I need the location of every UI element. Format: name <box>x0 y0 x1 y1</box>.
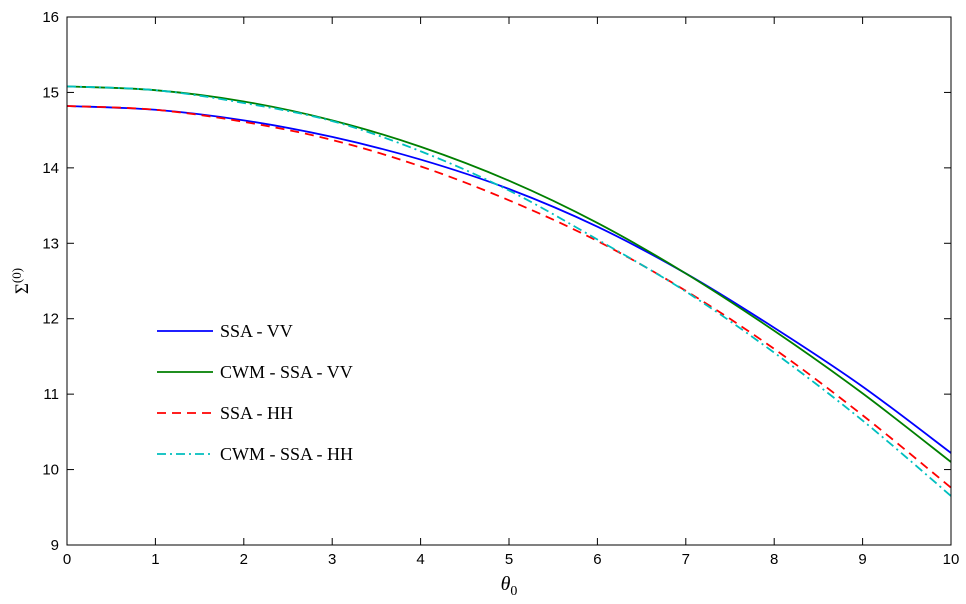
y-tick-label: 13 <box>42 235 59 252</box>
x-tick-label: 5 <box>505 551 513 568</box>
legend-label-2: CWM - SSA - VV <box>220 362 353 382</box>
x-tick-label: 8 <box>770 551 778 568</box>
series-line-3 <box>66 105 952 489</box>
legend: SSA - VV CWM - SSA - VV SSA - HH CWM - SSA … <box>157 321 353 464</box>
x-axis-label-main: θ <box>501 573 511 595</box>
y-axis-label: Σ(0) <box>9 268 33 294</box>
x-tick-label: 7 <box>682 551 690 568</box>
x-tick-label: 4 <box>416 551 424 568</box>
y-tick-label: 14 <box>42 160 59 177</box>
x-tick-label: 0 <box>63 551 71 568</box>
y-axis-label-sup: (0) <box>9 268 24 283</box>
y-tick-label: 12 <box>42 311 59 328</box>
x-tick-label: 9 <box>858 551 866 568</box>
x-tick-label: 10 <box>943 551 960 568</box>
series-line-1 <box>66 105 952 454</box>
x-tick-label: 2 <box>240 551 248 568</box>
y-tick-label: 10 <box>42 462 59 479</box>
y-tick-label: 15 <box>42 84 59 101</box>
legend-label-3: SSA - HH <box>220 403 293 423</box>
legend-label-1: SSA - VV <box>220 321 293 341</box>
series-layer <box>66 85 952 497</box>
x-tick-label: 6 <box>593 551 601 568</box>
series-line-2 <box>66 85 952 463</box>
y-tick-label: 11 <box>43 386 59 403</box>
y-tick-label: 9 <box>51 537 59 554</box>
y-tick-label: 16 <box>42 9 59 26</box>
y-axis-label-main: Σ <box>12 283 33 294</box>
x-tick-label: 1 <box>151 551 159 568</box>
x-tick-label: 3 <box>328 551 336 568</box>
plot-frame <box>66 16 952 546</box>
x-axis-label-sub: 0 <box>510 584 517 599</box>
x-axis-label: θ0 <box>501 573 518 599</box>
legend-label-4: CWM - SSA - HH <box>220 444 353 464</box>
series-line-4 <box>66 85 952 497</box>
